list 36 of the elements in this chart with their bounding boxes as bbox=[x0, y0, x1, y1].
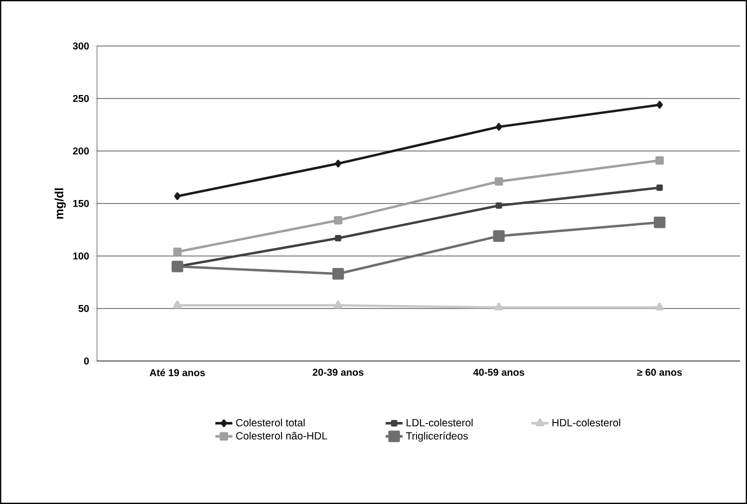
point bbox=[494, 302, 504, 310]
y-tick-label: 100 bbox=[73, 252, 89, 260]
legend-label: Colesterol total bbox=[236, 418, 305, 426]
legend-label: HDL-colesterol bbox=[552, 418, 620, 426]
point bbox=[656, 184, 663, 191]
point bbox=[655, 302, 664, 310]
point bbox=[496, 202, 502, 209]
point bbox=[334, 234, 342, 242]
x-tick-label: 40-59 anos bbox=[473, 368, 524, 376]
point bbox=[334, 300, 342, 308]
point bbox=[493, 230, 505, 242]
point bbox=[334, 160, 342, 168]
y-tick-label: 200 bbox=[72, 147, 89, 155]
y-tick-label: 250 bbox=[72, 94, 89, 102]
y-axis-title: mg/dl bbox=[54, 188, 66, 219]
legend-label: Triglicerídeos bbox=[406, 432, 468, 442]
point bbox=[655, 156, 664, 165]
y-tick-label: 300 bbox=[72, 42, 89, 50]
y-tick-label: 50 bbox=[78, 304, 89, 312]
legend-label: LDL-colesterol bbox=[406, 418, 473, 426]
point bbox=[174, 192, 181, 200]
point bbox=[654, 216, 666, 228]
point bbox=[172, 260, 184, 272]
point bbox=[173, 248, 182, 256]
point bbox=[496, 123, 502, 131]
x-tick-label: ≥ 60 anos bbox=[637, 368, 682, 376]
point bbox=[334, 216, 342, 224]
y-tick-label: 0 bbox=[84, 357, 89, 365]
legend-label: Colesterol não-HDL bbox=[236, 432, 328, 440]
point bbox=[656, 100, 663, 109]
x-tick-label: 20-39 anos bbox=[312, 368, 364, 376]
point bbox=[494, 177, 504, 186]
point bbox=[332, 268, 344, 280]
y-tick-label: 150 bbox=[73, 200, 89, 208]
point bbox=[173, 300, 182, 308]
x-tick-label: Até 19 anos bbox=[150, 368, 205, 376]
